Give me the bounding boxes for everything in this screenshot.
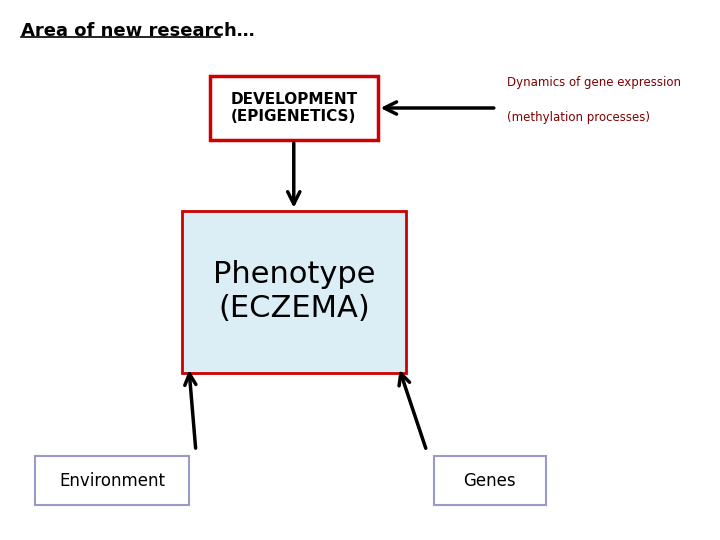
FancyBboxPatch shape	[210, 76, 378, 140]
Text: DEVELOPMENT
(EPIGENETICS): DEVELOPMENT (EPIGENETICS)	[230, 92, 357, 124]
Text: Environment: Environment	[59, 471, 165, 490]
FancyBboxPatch shape	[182, 211, 405, 373]
Text: Genes: Genes	[463, 471, 516, 490]
Text: Dynamics of gene expression: Dynamics of gene expression	[507, 76, 681, 89]
Text: (methylation processes): (methylation processes)	[507, 111, 650, 124]
FancyBboxPatch shape	[35, 456, 189, 505]
Text: Phenotype
(ECZEMA): Phenotype (ECZEMA)	[212, 260, 375, 323]
FancyBboxPatch shape	[433, 456, 546, 505]
Text: Area of new research…: Area of new research…	[21, 22, 255, 39]
